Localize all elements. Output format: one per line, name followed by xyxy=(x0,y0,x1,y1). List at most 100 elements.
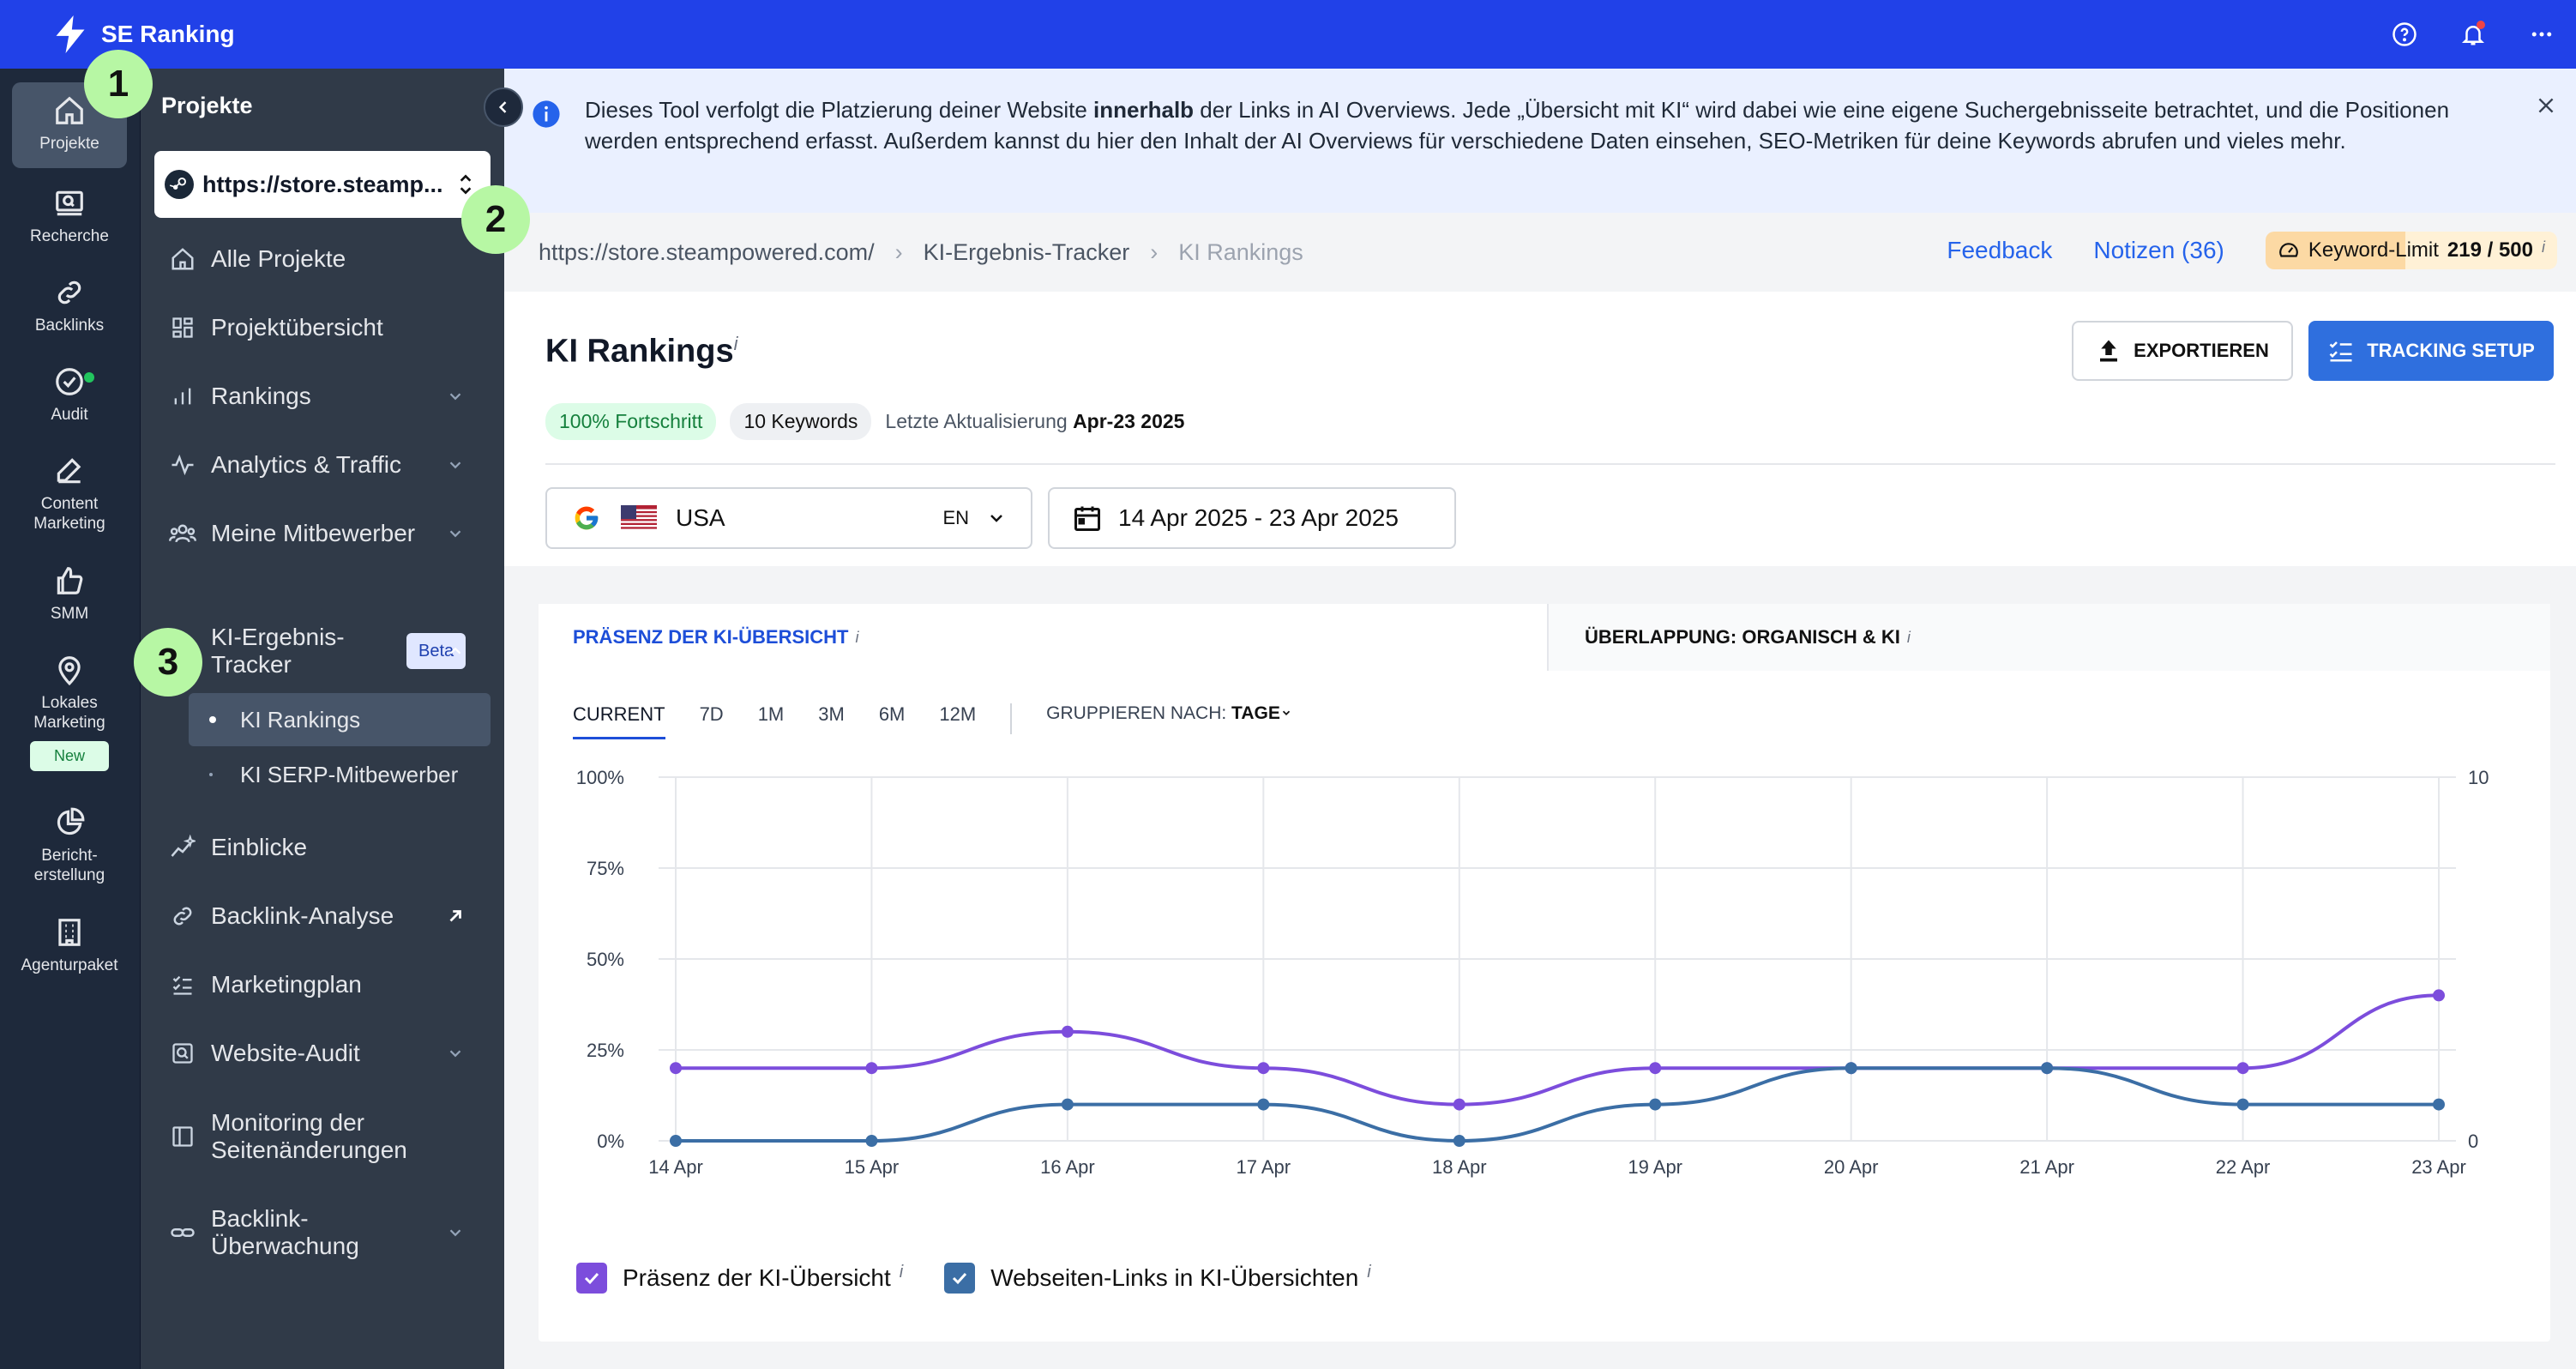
search-engine-selector[interactable]: USA EN xyxy=(545,487,1032,549)
location-pin-icon xyxy=(58,656,81,686)
x-axis-tick-label: 17 Apr xyxy=(1237,1156,1291,1178)
chevron-up-icon xyxy=(449,647,461,654)
info-icon xyxy=(533,100,560,128)
nav-analytics-traffic[interactable]: Analytics & Traffic xyxy=(168,446,480,484)
new-badge: New xyxy=(29,741,109,771)
sparkle-chart-icon xyxy=(168,833,197,862)
period-6m[interactable]: 6M xyxy=(878,703,906,725)
date-range-value: 14 Apr 2025 - 23 Apr 2025 xyxy=(1118,504,1399,531)
period-3m[interactable]: 3M xyxy=(818,703,845,725)
series-line xyxy=(675,993,2440,1107)
nav-ki-ergebnis-tracker[interactable]: KI-Ergebnis- Tracker Beta xyxy=(168,621,480,681)
tab-ueberlappung[interactable]: ÜBERLAPPUNG: ORGANISCH & KI i xyxy=(1549,604,2550,671)
nav-website-audit[interactable]: Website-Audit xyxy=(168,1034,480,1072)
subnav-label: KI Rankings xyxy=(240,706,361,733)
breadcrumb-project[interactable]: https://store.steampowered.com/ xyxy=(539,238,875,265)
data-point xyxy=(2433,1098,2445,1111)
link-icon xyxy=(57,280,81,305)
rail-item-content-marketing[interactable]: Content Marketing xyxy=(12,455,127,534)
audit-check-icon xyxy=(56,368,83,395)
data-point xyxy=(1453,1135,1466,1147)
breadcrumb-tracker[interactable]: KI-Ergebnis-Tracker xyxy=(923,238,1130,265)
y-axis-tick-label: 75% xyxy=(587,858,624,879)
nav-meine-mitbewerber[interactable]: Meine Mitbewerber xyxy=(168,515,480,552)
nav-label: Backlink- Überwachung xyxy=(211,1205,359,1259)
page-title-info[interactable]: i xyxy=(733,333,738,354)
subnav-ki-rankings[interactable]: KI Rankings xyxy=(189,693,491,746)
period-1m[interactable]: 1M xyxy=(757,703,785,725)
period-selector: CURRENT 7D 1M 3M 6M 12M GRUPPIEREN NACH:… xyxy=(573,703,1292,739)
chevron-down-icon xyxy=(449,393,461,401)
help-icon[interactable] xyxy=(2387,17,2422,51)
y-right-axis-tick-label: 0 xyxy=(2468,1131,2478,1152)
step-badge-1: 1 xyxy=(84,50,153,118)
data-point xyxy=(865,1135,878,1147)
nav-projektuebersicht[interactable]: Projektübersicht xyxy=(168,309,480,347)
more-icon[interactable] xyxy=(2525,17,2559,51)
collapse-sidebar-button[interactable] xyxy=(484,87,523,127)
data-point xyxy=(865,1062,878,1075)
chart-legend: Präsenz der KI-Übersicht i Webseiten-Link… xyxy=(576,1263,1412,1294)
rail-label: Content Marketing xyxy=(33,495,105,533)
close-icon[interactable] xyxy=(2535,94,2557,117)
nav-monitoring-seitenaenderungen[interactable]: Monitoring der Seitenänderungen xyxy=(168,1107,480,1167)
nav-label: Meine Mitbewerber xyxy=(211,520,416,546)
legend-info: i xyxy=(899,1263,904,1282)
nav-einblicke[interactable]: Einblicke xyxy=(168,829,480,866)
rail-item-lokales-marketing[interactable]: Lokales Marketing New xyxy=(12,654,127,771)
nav-backlink-analyse[interactable]: Backlink-Analyse xyxy=(168,897,480,935)
rail-item-backlinks[interactable]: Backlinks xyxy=(12,276,127,335)
last-update-label: Letzte Aktualisierung xyxy=(885,410,1068,432)
y-axis-tick-label: 100% xyxy=(576,767,624,788)
tab-praesenz[interactable]: PRÄSENZ DER KI-ÜBERSICHT i xyxy=(539,604,1549,671)
app-logo[interactable]: SE Ranking xyxy=(51,14,235,55)
export-button[interactable]: EXPORTIEREN xyxy=(2072,321,2293,381)
notes-link[interactable]: Notizen (36) xyxy=(2093,237,2224,263)
checkbox-checked-icon[interactable] xyxy=(944,1263,976,1294)
home-icon xyxy=(56,96,83,124)
audit-search-icon xyxy=(168,1039,197,1068)
period-current[interactable]: CURRENT xyxy=(573,703,665,739)
nav-label: Einblicke xyxy=(211,834,308,860)
period-divider xyxy=(1010,703,1013,734)
beta-badge: Beta xyxy=(406,633,466,669)
checkbox-checked-icon[interactable] xyxy=(576,1263,607,1294)
projects-sidebar: Projekte https://store.steamp... Alle Pr… xyxy=(141,69,523,1369)
bell-icon[interactable] xyxy=(2456,17,2490,51)
dashboard-icon xyxy=(168,313,197,342)
rail-item-agenturpaket[interactable]: Agenturpaket xyxy=(12,916,127,975)
legend-item-praesenz[interactable]: Präsenz der KI-Übersicht i xyxy=(576,1263,903,1294)
date-range-picker[interactable]: 14 Apr 2025 - 23 Apr 2025 xyxy=(1048,487,1456,549)
rail-item-smm[interactable]: SMM xyxy=(12,564,127,624)
audit-status-dot xyxy=(84,372,94,383)
checklist-icon xyxy=(168,970,197,999)
compare-pages-icon xyxy=(168,1122,197,1151)
rail-item-berichterstellung[interactable]: Bericht- erstellung xyxy=(12,806,127,885)
nav-backlink-ueberwachung[interactable]: Backlink- Überwachung xyxy=(168,1203,480,1263)
nav-label: Analytics & Traffic xyxy=(211,451,402,478)
rail-item-recherche[interactable]: Recherche xyxy=(12,187,127,246)
upload-icon xyxy=(2100,340,2118,362)
tracking-setup-button[interactable]: TRACKING SETUP xyxy=(2308,321,2554,381)
data-point xyxy=(2433,989,2445,1002)
tab-label: PRÄSENZ DER KI-ÜBERSICHT xyxy=(573,626,849,648)
legend-item-webseiten-links[interactable]: Webseiten-Links in KI-Übersichten i xyxy=(944,1263,1371,1294)
nav-rankings[interactable]: Rankings xyxy=(168,377,480,415)
subnav-ki-serp-mitbewerber[interactable]: KI SERP-Mitbewerber xyxy=(189,748,491,801)
rail-label: Agenturpaket xyxy=(21,956,118,974)
period-12m[interactable]: 12M xyxy=(939,703,977,725)
sidebar-title: Projekte xyxy=(161,93,253,118)
nav-marketingplan[interactable]: Marketingplan xyxy=(168,966,480,1004)
nav-label: Alle Projekte xyxy=(211,245,346,272)
feedback-link[interactable]: Feedback xyxy=(1947,237,2053,263)
rail-item-audit[interactable]: Audit xyxy=(12,365,127,425)
group-by-selector[interactable]: GRUPPIEREN NACH: TAGE xyxy=(1046,703,1292,724)
chevron-down-icon xyxy=(449,1229,461,1237)
x-axis-tick-label: 23 Apr xyxy=(2411,1156,2466,1178)
group-by-value: TAGE xyxy=(1231,703,1280,723)
keyword-limit-badge[interactable]: Keyword-Limit 219 / 500 i xyxy=(2265,232,2557,269)
chevron-down-icon xyxy=(1282,710,1290,715)
period-7d[interactable]: 7D xyxy=(699,703,724,725)
nav-alle-projekte[interactable]: Alle Projekte xyxy=(168,240,480,278)
project-selector[interactable]: https://store.steamp... xyxy=(154,151,491,218)
